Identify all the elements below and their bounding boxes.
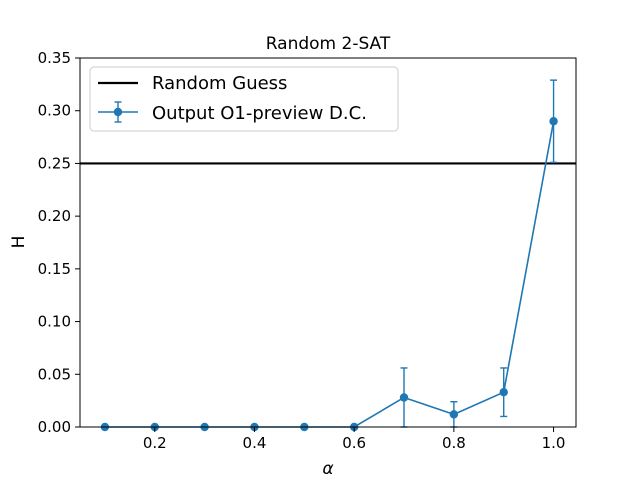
- plot-layer: [80, 79, 576, 432]
- series-line: [104, 121, 555, 428]
- legend-box: [89, 66, 399, 132]
- x-tick-label: 0.2: [143, 434, 167, 452]
- plot-frame: [79, 57, 577, 428]
- y-axis-label: H: [9, 236, 29, 249]
- legend-swatch-marker: [113, 107, 123, 117]
- x-tick-label: 0.4: [243, 434, 267, 452]
- x-axis-label: α: [322, 459, 333, 479]
- y-tick-label: 0.05: [38, 365, 71, 383]
- x-tick-label: 1.0: [542, 434, 566, 452]
- data-point: [399, 393, 409, 402]
- axes-layer: 0.2 0.4 0.6 0.8 1.0 0.00 0.05 0.10 0.15 0.20 0.25 0…: [38, 49, 566, 452]
- y-tick-label: 0.00: [38, 418, 71, 436]
- legend: Random Guess Output O1-preview D.C.: [89, 66, 399, 132]
- x-tick-label: 0.8: [442, 434, 466, 452]
- legend-label-output: Output O1-preview D.C.: [152, 103, 367, 124]
- x-tick-label: 0.6: [342, 434, 366, 452]
- y-tick-label: 0.30: [38, 102, 71, 120]
- y-tick-label: 0.25: [38, 154, 71, 172]
- data-point: [449, 410, 459, 419]
- y-tick-label: 0.20: [38, 207, 71, 225]
- y-tick-label: 0.35: [38, 49, 71, 67]
- data-point: [499, 388, 508, 397]
- y-tick-label: 0.15: [38, 260, 71, 278]
- data-point: [549, 117, 558, 126]
- legend-label-random-guess: Random Guess: [152, 73, 287, 94]
- legend-swatch-output: [98, 101, 138, 123]
- y-tick-label: 0.10: [38, 313, 71, 331]
- chart-title: Random 2-SAT: [266, 34, 391, 54]
